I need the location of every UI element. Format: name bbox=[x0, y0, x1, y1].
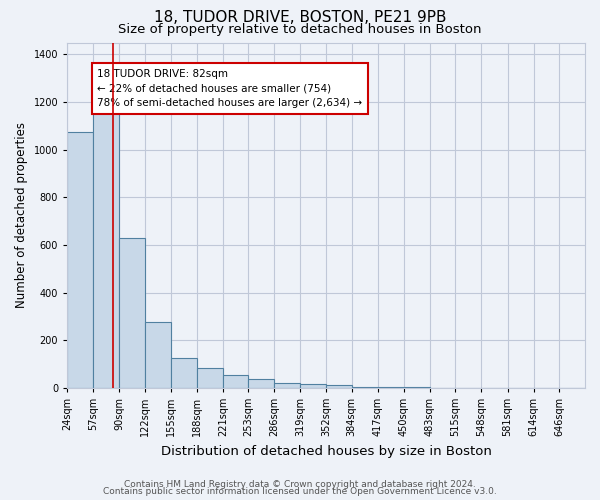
Bar bbox=[93, 112, 119, 388]
Bar bbox=[119, 238, 145, 388]
Bar bbox=[67, 132, 93, 388]
Bar bbox=[197, 368, 223, 388]
Bar bbox=[326, 386, 352, 388]
Text: Size of property relative to detached houses in Boston: Size of property relative to detached ho… bbox=[118, 22, 482, 36]
Bar bbox=[352, 386, 378, 388]
Text: 18 TUDOR DRIVE: 82sqm
← 22% of detached houses are smaller (754)
78% of semi-det: 18 TUDOR DRIVE: 82sqm ← 22% of detached … bbox=[97, 68, 362, 108]
Bar bbox=[171, 358, 197, 388]
Bar bbox=[274, 383, 301, 388]
Text: Contains HM Land Registry data © Crown copyright and database right 2024.: Contains HM Land Registry data © Crown c… bbox=[124, 480, 476, 489]
Y-axis label: Number of detached properties: Number of detached properties bbox=[15, 122, 28, 308]
Bar bbox=[248, 380, 274, 388]
Bar bbox=[223, 374, 248, 388]
Bar bbox=[378, 387, 404, 388]
X-axis label: Distribution of detached houses by size in Boston: Distribution of detached houses by size … bbox=[161, 444, 491, 458]
Text: 18, TUDOR DRIVE, BOSTON, PE21 9PB: 18, TUDOR DRIVE, BOSTON, PE21 9PB bbox=[154, 10, 446, 25]
Text: Contains public sector information licensed under the Open Government Licence v3: Contains public sector information licen… bbox=[103, 487, 497, 496]
Bar bbox=[145, 322, 171, 388]
Bar bbox=[301, 384, 326, 388]
